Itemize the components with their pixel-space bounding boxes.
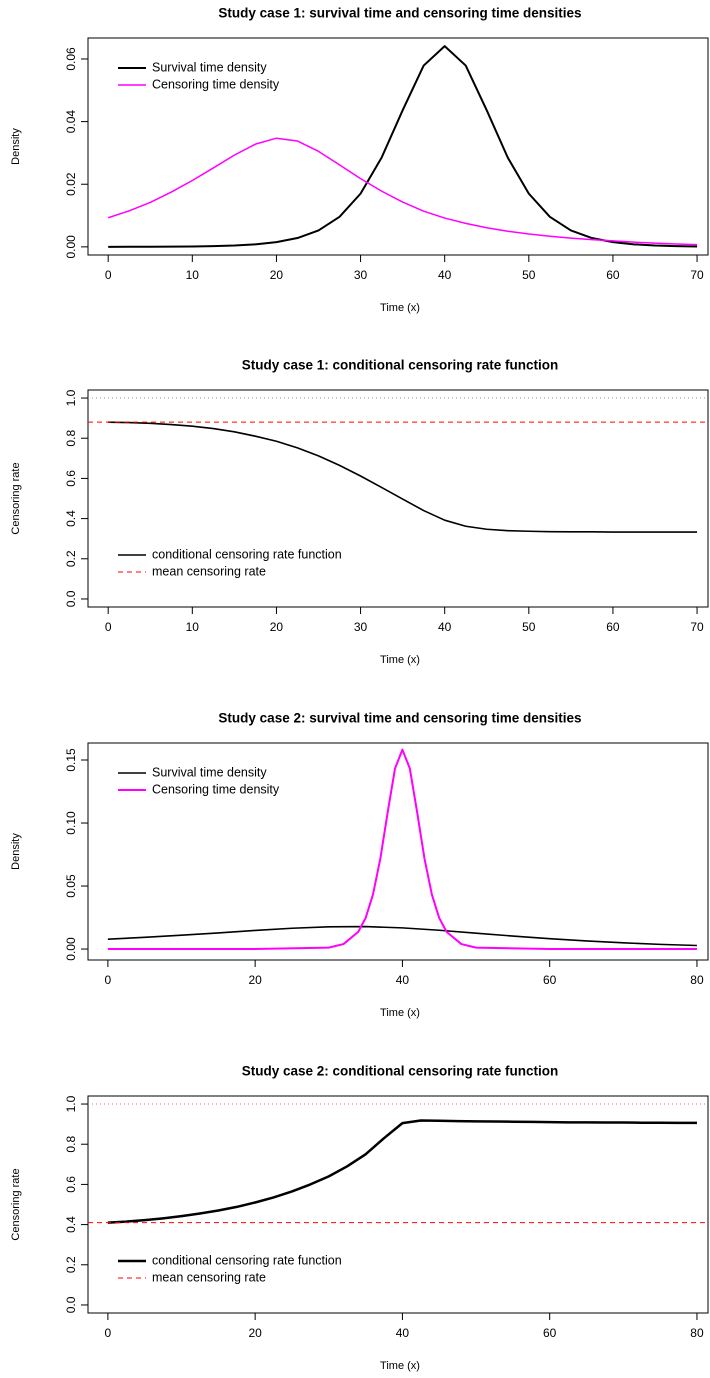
x-tick-label: 0	[105, 1326, 112, 1340]
data-line	[108, 421, 698, 533]
chart-title: Study case 1: survival time and censorin…	[218, 6, 581, 21]
x-tick-label: 20	[270, 620, 284, 634]
x-tick-label: 40	[438, 268, 452, 282]
x-tick-label: 0	[105, 620, 112, 634]
y-tick-label: 0.06	[64, 47, 78, 71]
panel: Study case 1: conditional censoring rate…	[10, 358, 709, 666]
y-tick-label: 0.02	[64, 172, 78, 196]
legend-label: mean censoring rate	[152, 1270, 266, 1284]
y-axis-label: Density	[10, 128, 22, 165]
x-tick-label: 40	[396, 1326, 410, 1340]
y-axis-label: Censoring rate	[10, 1168, 22, 1240]
x-tick-label: 10	[186, 268, 200, 282]
x-tick-label: 20	[248, 973, 262, 987]
data-line	[107, 925, 697, 947]
y-tick-label: 0.10	[64, 811, 78, 835]
legend-label: mean censoring rate	[152, 564, 266, 578]
legend-label: conditional censoring rate function	[152, 1253, 342, 1267]
y-axis-label: Censoring rate	[10, 462, 22, 534]
x-tick-label: 60	[543, 1326, 557, 1340]
x-axis-label: Time (x)	[380, 302, 420, 314]
x-tick-label: 70	[690, 620, 704, 634]
x-tick-label: 40	[396, 973, 410, 987]
legend-label: Censoring time density	[152, 77, 280, 91]
chart-title: Study case 2: survival time and censorin…	[218, 711, 581, 726]
y-tick-label: 0.6	[64, 470, 78, 487]
x-tick-label: 80	[690, 1326, 704, 1340]
x-tick-label: 0	[105, 268, 112, 282]
x-tick-label: 10	[186, 620, 200, 634]
y-tick-label: 0.0	[64, 1296, 78, 1313]
data-line	[107, 1119, 697, 1224]
panel: Study case 1: survival time and censorin…	[10, 6, 709, 314]
y-axis-label: Density	[10, 833, 22, 870]
x-tick-label: 70	[690, 268, 704, 282]
x-tick-label: 40	[438, 620, 452, 634]
y-tick-label: 1.0	[64, 389, 78, 406]
x-axis-label: Time (x)	[380, 654, 420, 666]
x-tick-label: 20	[270, 268, 284, 282]
y-tick-label: 0.04	[64, 110, 78, 134]
y-tick-label: 0.05	[64, 874, 78, 898]
chart-title: Study case 2: conditional censoring rate…	[242, 1064, 559, 1079]
y-tick-label: 0.8	[64, 430, 78, 447]
x-tick-label: 20	[248, 1326, 262, 1340]
x-tick-label: 0	[105, 973, 112, 987]
x-tick-label: 60	[606, 268, 620, 282]
x-axis-label: Time (x)	[380, 1360, 420, 1372]
y-tick-label: 0.0	[64, 590, 78, 607]
legend-label: Survival time density	[152, 60, 267, 74]
x-tick-label: 60	[606, 620, 620, 634]
chart-title: Study case 1: conditional censoring rate…	[242, 358, 559, 373]
panel: Study case 2: survival time and censorin…	[10, 711, 709, 1019]
y-tick-label: 0.15	[64, 748, 78, 772]
x-tick-label: 30	[354, 268, 368, 282]
y-tick-label: 0.4	[64, 1216, 78, 1233]
data-line	[107, 137, 698, 246]
data-line	[108, 45, 698, 248]
x-tick-label: 50	[522, 268, 536, 282]
y-tick-label: 0.2	[64, 550, 78, 567]
x-tick-label: 50	[522, 620, 536, 634]
y-tick-label: 0.2	[64, 1256, 78, 1273]
y-tick-label: 0.00	[64, 937, 78, 961]
legend-label: conditional censoring rate function	[152, 547, 342, 561]
y-tick-label: 0.4	[64, 510, 78, 527]
y-tick-label: 1.0	[64, 1095, 78, 1112]
x-tick-label: 30	[354, 620, 368, 634]
x-tick-label: 60	[543, 973, 557, 987]
legend-label: Survival time density	[152, 765, 267, 779]
y-tick-label: 0.00	[64, 235, 78, 259]
y-tick-label: 0.6	[64, 1176, 78, 1193]
data-line	[107, 748, 697, 951]
x-tick-label: 80	[690, 973, 704, 987]
panel: Study case 2: conditional censoring rate…	[10, 1064, 709, 1372]
y-tick-label: 0.8	[64, 1136, 78, 1153]
x-axis-label: Time (x)	[380, 1007, 420, 1019]
legend-label: Censoring time density	[152, 782, 280, 796]
